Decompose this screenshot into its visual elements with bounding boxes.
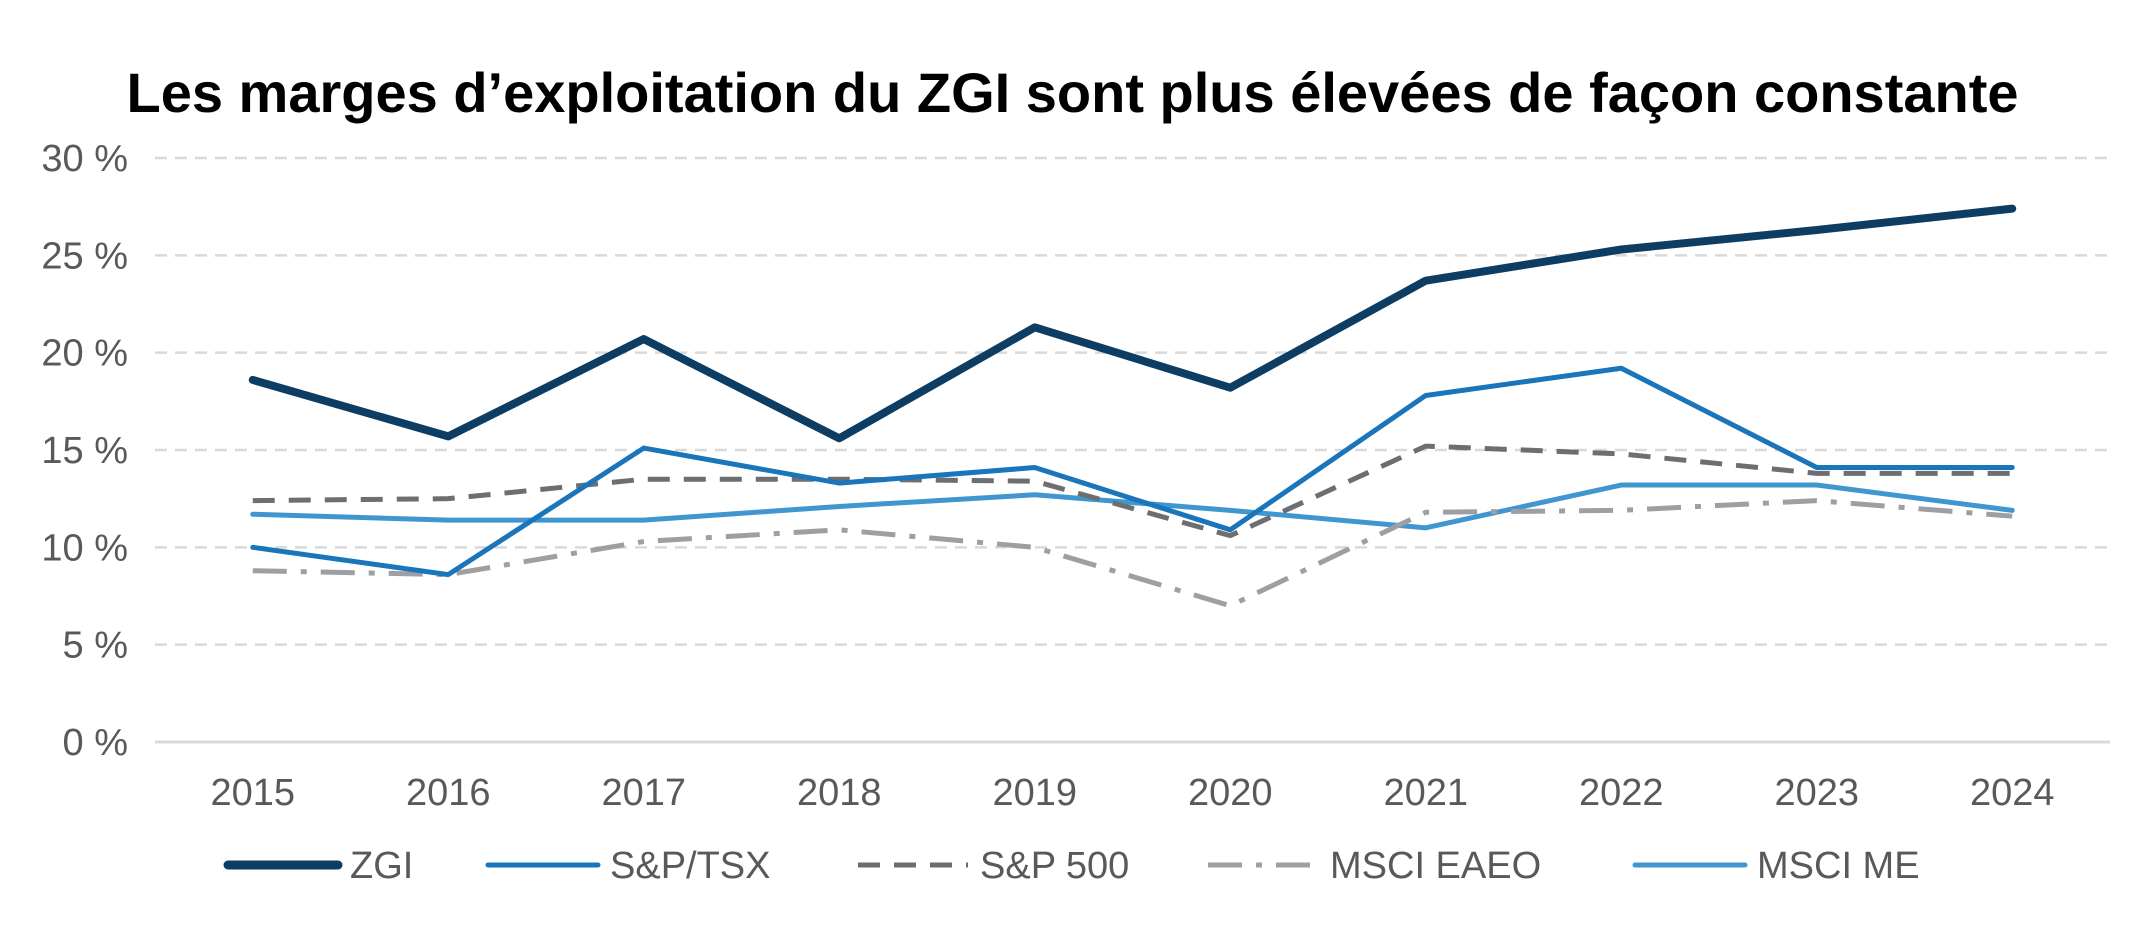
- grid-lines: [155, 156, 2110, 646]
- series-line-s-p-500: [252, 443, 2013, 539]
- series-line-zgi: [248, 204, 2017, 443]
- x-tick-label: 2024: [1970, 772, 2055, 814]
- x-tick-label: 2015: [210, 772, 295, 814]
- y-tick-label: 0 %: [63, 722, 128, 764]
- legend-label: MSCI ME: [1757, 845, 1920, 887]
- series-line-msci-eaeo: [252, 498, 2013, 609]
- series-line-s-p-tsx: [250, 365, 2015, 578]
- y-tick-label: 15 %: [41, 430, 128, 472]
- legend-label: MSCI EAEO: [1330, 845, 1541, 887]
- x-tick-label: 2017: [601, 772, 686, 814]
- x-tick-label: 2023: [1774, 772, 1859, 814]
- legend: ZGI S&P/TSX S&P 500 MSCI EAEO MSCI ME: [223, 845, 1920, 887]
- x-tick-label: 2018: [797, 772, 882, 814]
- y-tick-label: 10 %: [41, 527, 128, 569]
- legend-label: S&P 500: [980, 845, 1129, 887]
- y-tick-label: 5 %: [63, 625, 128, 667]
- x-tick-label: 2021: [1383, 772, 1468, 814]
- x-tick-label: 2022: [1579, 772, 1664, 814]
- chart-title: Les marges d’exploitation du ZGI sont pl…: [126, 61, 2019, 124]
- x-tick-label: 2020: [1188, 772, 1273, 814]
- y-tick-label: 20 %: [41, 333, 128, 375]
- series-lines: [248, 204, 2017, 609]
- y-tick-label: 30 %: [41, 138, 128, 180]
- y-tick-label: 25 %: [41, 235, 128, 277]
- axes: 0 % 5 % 10 % 15 % 20 % 25 % 30 % 2015 2016 2017 20…: [41, 138, 2110, 814]
- series-line-msci-me: [250, 482, 2015, 531]
- legend-label: S&P/TSX: [610, 845, 771, 887]
- x-tick-label: 2019: [992, 772, 1077, 814]
- x-tick-label: 2016: [406, 772, 491, 814]
- legend-label: ZGI: [350, 845, 413, 887]
